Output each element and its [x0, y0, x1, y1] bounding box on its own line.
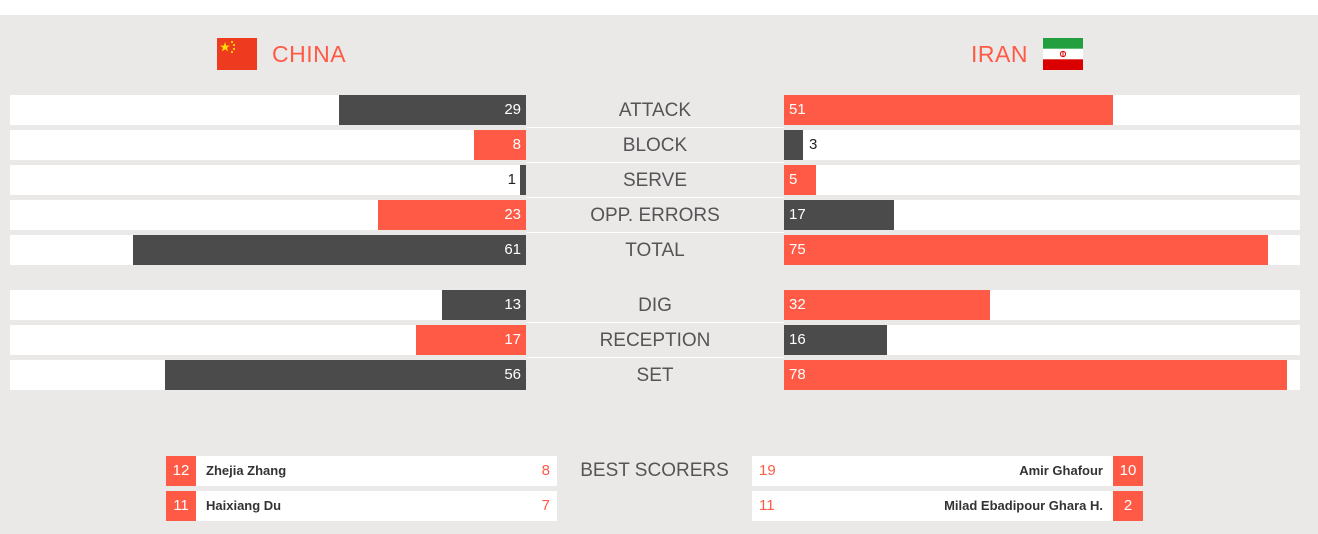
stat-divider	[526, 162, 784, 163]
stat-track-right: 51	[784, 95, 1300, 125]
stat-bar-right-set	[784, 360, 1287, 390]
player-name: Amir Ghafour	[1019, 463, 1103, 478]
stat-value-right-block: 3	[809, 136, 818, 153]
stat-value-right-set: 78	[789, 366, 806, 383]
stat-track-left: 17	[10, 325, 526, 355]
player-number-badge: 11	[166, 491, 196, 521]
stat-label-attack: ATTACK	[618, 100, 692, 121]
player-number-badge: 12	[166, 456, 196, 486]
stat-value-left-opp-errors: 23	[504, 206, 521, 223]
stat-bar-right-serve	[784, 165, 816, 195]
stat-divider	[526, 322, 784, 323]
player-number-badge: 10	[1113, 456, 1143, 486]
team-header-left: CHINA	[217, 38, 346, 70]
stat-divider	[526, 357, 784, 358]
stat-track-right: 16	[784, 325, 1300, 355]
stat-track-right: 5	[784, 165, 1300, 195]
china-flag-icon	[217, 38, 257, 70]
stat-value-left-block: 8	[512, 136, 521, 153]
stat-row-attack: 29 ATTACK 51	[0, 95, 1318, 128]
stat-bar-left-set	[165, 360, 526, 390]
stat-label-set: SET	[636, 365, 674, 386]
stat-bar-left-opp-errors	[378, 200, 526, 230]
stat-track-left: 29	[10, 95, 526, 125]
stat-track-right: 75	[784, 235, 1300, 265]
stat-track-left: 56	[10, 360, 526, 390]
stat-bar-left-reception	[416, 325, 526, 355]
stat-label-block: BLOCK	[622, 135, 688, 156]
stat-value-right-opp-errors: 17	[789, 206, 806, 223]
player-points: 11	[759, 497, 775, 514]
stat-row-total: 61 TOTAL 75	[0, 235, 1318, 265]
stat-divider	[526, 197, 784, 198]
stat-track-left: 13	[10, 290, 526, 320]
stat-divider	[526, 127, 784, 128]
stat-bar-left-serve	[520, 165, 526, 195]
iran-flag-icon	[1043, 38, 1083, 70]
stat-value-left-serve: 1	[507, 171, 516, 188]
stat-bar-right-dig	[784, 290, 990, 320]
stat-track-left: 61	[10, 235, 526, 265]
stat-bar-left-attack	[339, 95, 526, 125]
team-name-right: IRAN	[971, 40, 1028, 67]
player-points: 19	[759, 462, 776, 479]
stat-bar-right-attack	[784, 95, 1113, 125]
stat-label-reception: RECEPTION	[599, 330, 711, 351]
stat-row-serve: 1 SERVE 5	[0, 165, 1318, 198]
player-points: 8	[541, 462, 550, 479]
team-header-right: IRAN	[971, 38, 1083, 70]
stat-value-left-set: 56	[504, 366, 521, 383]
scorer-row-right: 11 Milad Ebadipour Ghara H. 2	[752, 491, 1143, 521]
player-points: 7	[541, 497, 550, 514]
stat-track-right: 78	[784, 360, 1300, 390]
scorer-row-right: 19 Amir Ghafour 10	[752, 456, 1143, 486]
stat-value-left-attack: 29	[504, 101, 521, 118]
player-number-badge: 2	[1113, 491, 1143, 521]
scorer-row-left: 12 Zhejia Zhang 8	[166, 456, 557, 486]
stat-track-left: 23	[10, 200, 526, 230]
player-name: Zhejia Zhang	[206, 463, 287, 478]
stat-label-total: TOTAL	[625, 240, 685, 261]
stat-row-reception: 17 RECEPTION 16	[0, 325, 1318, 358]
stat-label-serve: SERVE	[622, 170, 688, 191]
stat-value-right-serve: 5	[789, 171, 798, 188]
stat-value-right-dig: 32	[789, 296, 806, 313]
stat-bar-right-reception	[784, 325, 887, 355]
team-name-left: CHINA	[272, 40, 347, 67]
stat-value-left-dig: 13	[504, 296, 521, 313]
stat-track-right: 32	[784, 290, 1300, 320]
stat-value-left-reception: 17	[504, 331, 521, 348]
stat-track-right: 3	[784, 130, 1300, 160]
stat-bar-left-dig	[442, 290, 526, 320]
stat-divider	[526, 232, 784, 233]
stat-bar-right-opp-errors	[784, 200, 894, 230]
stat-row-block: 8 BLOCK 3	[0, 130, 1318, 163]
stat-row-opp-errors: 23 OPP. ERRORS 17	[0, 200, 1318, 233]
stat-bar-left-total	[133, 235, 526, 265]
best-scorers-label: BEST SCORERS	[580, 460, 729, 481]
stat-track-left: 1	[10, 165, 526, 195]
stat-track-left: 8	[10, 130, 526, 160]
stat-bar-left-block	[474, 130, 526, 160]
stat-value-right-total: 75	[789, 241, 806, 258]
stat-bar-right-total	[784, 235, 1268, 265]
stat-bar-right-block	[784, 130, 803, 160]
player-name: Haixiang Du	[206, 498, 282, 513]
stat-track-right: 17	[784, 200, 1300, 230]
scorer-row-left: 11 Haixiang Du 7	[166, 491, 557, 521]
stat-label-dig: DIG	[638, 295, 672, 316]
stat-row-set: 56 SET 78	[0, 360, 1318, 390]
stat-row-dig: 13 DIG 32	[0, 290, 1318, 323]
stat-value-right-reception: 16	[789, 331, 806, 348]
player-name: Milad Ebadipour Ghara H.	[944, 498, 1103, 513]
stat-value-right-attack: 51	[789, 101, 806, 118]
stat-label-opp-errors: OPP. ERRORS	[590, 205, 720, 226]
stat-value-left-total: 61	[504, 241, 521, 258]
